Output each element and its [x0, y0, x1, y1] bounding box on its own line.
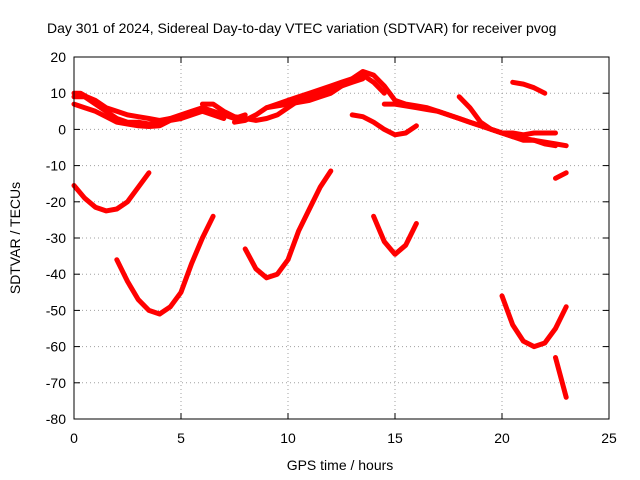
- y-tick-label: -60: [46, 339, 66, 355]
- x-tick-label: 10: [280, 430, 296, 446]
- y-tick-label: -50: [46, 302, 66, 318]
- y-tick-label: -20: [46, 194, 66, 210]
- y-tick-label: -40: [46, 266, 66, 282]
- y-axis-label: SDTVAR / TECUs: [7, 182, 23, 294]
- series-line-s9: [456, 94, 558, 138]
- grid: [73, 56, 610, 420]
- series-line-s2: [71, 101, 227, 129]
- series-line-s8: [349, 112, 419, 138]
- series-line-s14: [242, 168, 334, 281]
- x-tick-label: 25: [601, 430, 617, 446]
- series-line-s3: [71, 90, 184, 123]
- series-line-s10: [510, 79, 548, 96]
- x-tick-label: 5: [177, 430, 185, 446]
- series-group: [71, 69, 569, 400]
- x-tick-label: 0: [70, 430, 78, 446]
- chart-title: Day 301 of 2024, Sidereal Day-to-day VTE…: [47, 20, 556, 36]
- y-tick-label: 0: [58, 121, 66, 137]
- y-tick-label: -30: [46, 230, 66, 246]
- x-tick-label: 15: [387, 430, 403, 446]
- y-tick-label: -80: [46, 411, 66, 427]
- y-tick-label: 20: [50, 49, 66, 65]
- series-line-s12: [71, 170, 152, 214]
- y-tick-label: -70: [46, 375, 66, 391]
- y-axis-ticks: -80 -70 -60 -50 -40 -30 -20 -10 0 10 20: [46, 49, 609, 427]
- plot-frame: [73, 56, 610, 420]
- series-line-s17: [553, 355, 569, 400]
- x-axis-label: GPS time / hours: [287, 457, 394, 473]
- x-tick-label: 20: [494, 430, 510, 446]
- series-line-s15: [371, 213, 419, 257]
- series-line-s13: [114, 213, 216, 317]
- series-line-s11: [553, 170, 569, 181]
- y-tick-label: -10: [46, 158, 66, 174]
- y-tick-label: 10: [50, 85, 66, 101]
- series-line-s16: [499, 293, 569, 350]
- x-axis-ticks: 0 5 10 15 20 25: [70, 57, 617, 446]
- series-line-s7: [381, 101, 569, 149]
